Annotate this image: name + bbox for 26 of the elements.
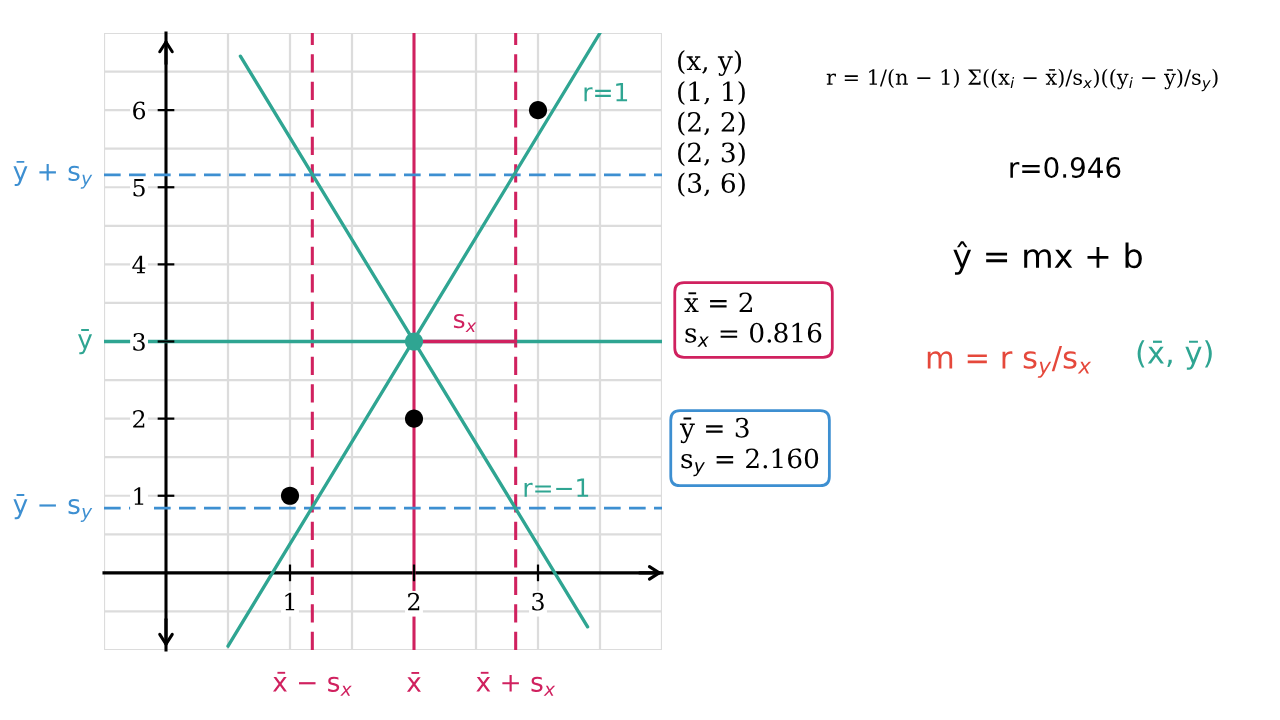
text: ŷ = mx + b bbox=[953, 241, 1142, 275]
series-label: r=−1 bbox=[524, 478, 589, 497]
ref-line-label: x̄ bbox=[406, 671, 421, 692]
text: ȳ = 3 s$_{y}$ = 2.160 bbox=[679, 417, 819, 477]
ref-line-label: x̄ − s$_{x}$ bbox=[272, 671, 352, 696]
x-tick-label: 1 bbox=[285, 592, 295, 611]
ref-line-label: ȳ bbox=[78, 329, 93, 355]
ref-line-label: ȳ + s$_{y}$ bbox=[13, 160, 93, 189]
text: (x, y) (1, 1) (2, 2) (2, 3) (3, 6) bbox=[678, 50, 745, 197]
x-tick-label: 3 bbox=[532, 592, 544, 611]
y-tick-label: 5 bbox=[133, 179, 145, 197]
y-tick-label: 2 bbox=[133, 410, 145, 428]
text: r = 1/(n − 1) Σ((x$_{i}$ − x̄)/s$_{x}$)((y$_{i}$ − ȳ)/s$_{y}$) bbox=[826, 68, 1218, 92]
y-tick-label: 4 bbox=[132, 255, 146, 274]
text: (x̄, ȳ) bbox=[1137, 340, 1212, 370]
y-tick-label: 6 bbox=[133, 101, 146, 120]
text: m = r s$_{y}$/s$_{x}$ bbox=[927, 346, 1092, 378]
ref-line-label: x̄ + s$_{x}$ bbox=[476, 671, 556, 696]
y-tick-label: 3 bbox=[133, 332, 145, 351]
ref-line-label: ȳ − s$_{y}$ bbox=[13, 494, 93, 522]
series-label: s$_{x}$ bbox=[453, 313, 477, 333]
text: r=0.946 bbox=[1010, 157, 1121, 179]
series-label: r=1 bbox=[584, 82, 628, 102]
text: x̄ = 2 s$_{x}$ = 0.816 bbox=[684, 292, 822, 347]
x-tick-label: 2 bbox=[408, 592, 420, 611]
y-tick-label: 1 bbox=[134, 487, 144, 505]
